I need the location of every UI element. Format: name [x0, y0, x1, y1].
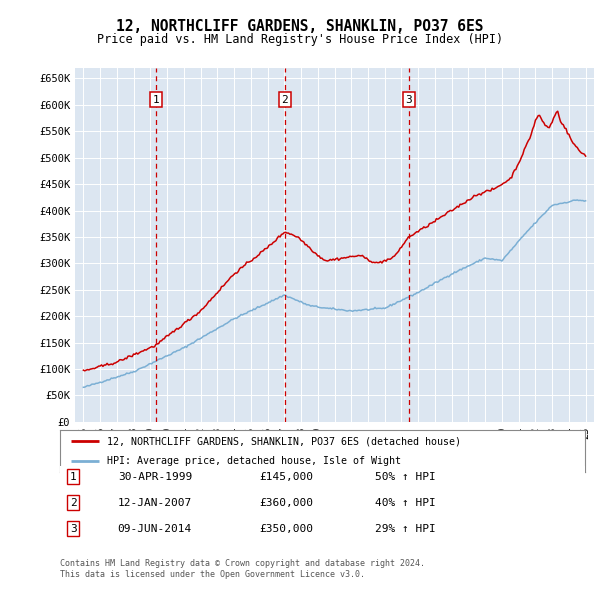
- Text: 09-JUN-2014: 09-JUN-2014: [118, 524, 192, 533]
- Text: 50% ↑ HPI: 50% ↑ HPI: [375, 472, 436, 481]
- Text: 12-JAN-2007: 12-JAN-2007: [118, 498, 192, 507]
- Text: 29% ↑ HPI: 29% ↑ HPI: [375, 524, 436, 533]
- Text: Contains HM Land Registry data © Crown copyright and database right 2024.: Contains HM Land Registry data © Crown c…: [60, 559, 425, 568]
- Text: Price paid vs. HM Land Registry's House Price Index (HPI): Price paid vs. HM Land Registry's House …: [97, 33, 503, 46]
- Text: £350,000: £350,000: [260, 524, 314, 533]
- Text: 3: 3: [70, 524, 77, 533]
- Text: 2: 2: [70, 498, 77, 507]
- Text: HPI: Average price, detached house, Isle of Wight: HPI: Average price, detached house, Isle…: [107, 457, 401, 466]
- Text: £360,000: £360,000: [260, 498, 314, 507]
- Text: £145,000: £145,000: [260, 472, 314, 481]
- Text: 30-APR-1999: 30-APR-1999: [118, 472, 192, 481]
- Text: 1: 1: [70, 472, 77, 481]
- Text: 40% ↑ HPI: 40% ↑ HPI: [375, 498, 436, 507]
- Text: 12, NORTHCLIFF GARDENS, SHANKLIN, PO37 6ES: 12, NORTHCLIFF GARDENS, SHANKLIN, PO37 6…: [116, 19, 484, 34]
- Text: 3: 3: [406, 94, 412, 104]
- Text: This data is licensed under the Open Government Licence v3.0.: This data is licensed under the Open Gov…: [60, 570, 365, 579]
- Text: 2: 2: [281, 94, 289, 104]
- Text: 1: 1: [152, 94, 159, 104]
- Text: 12, NORTHCLIFF GARDENS, SHANKLIN, PO37 6ES (detached house): 12, NORTHCLIFF GARDENS, SHANKLIN, PO37 6…: [107, 437, 461, 447]
